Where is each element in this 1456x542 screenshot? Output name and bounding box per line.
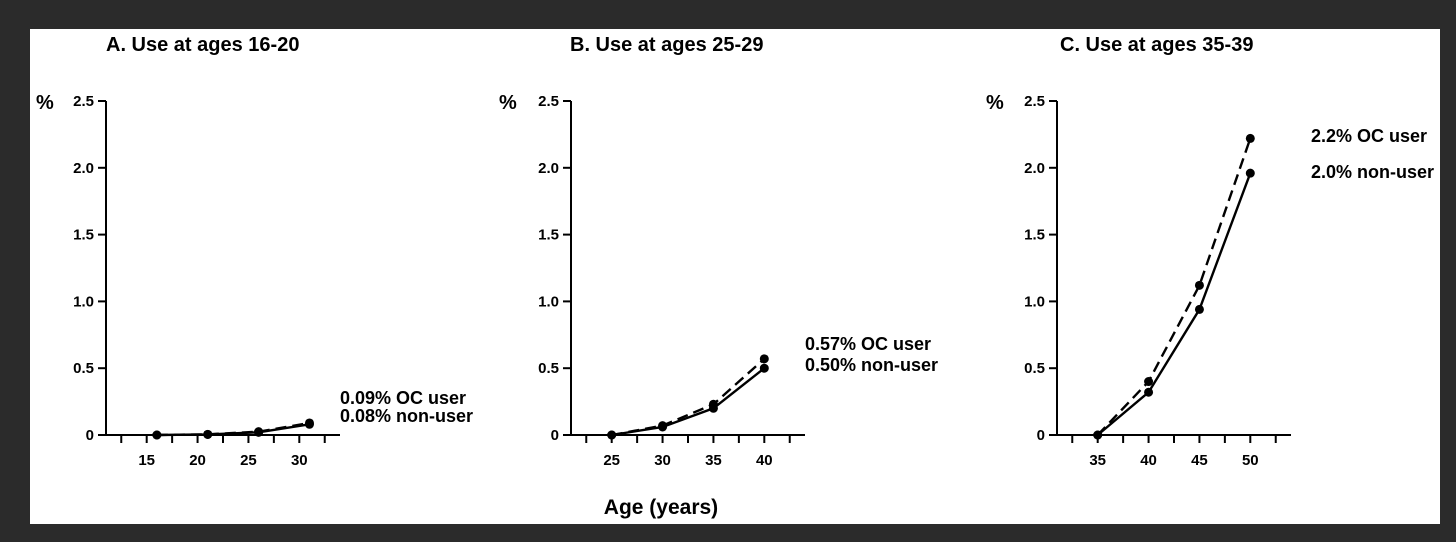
y-tick-label: 1.5: [1024, 227, 1045, 244]
chart-panel-c: C. Use at ages 35-39% 0 0.5 1.0 1.5 2.0 2.5 35 4…: [986, 34, 1434, 469]
x-tick-label: 45: [1191, 452, 1208, 469]
y-tick-label: 0.5: [73, 360, 94, 377]
series-annotation: 2.2% OC user: [1311, 126, 1427, 146]
x-tick-label: 35: [705, 452, 722, 469]
y-tick-label: 1.5: [73, 227, 94, 244]
series-annotation: 0.09% OC user: [340, 388, 466, 408]
series-annotation: 2.0% non-user: [1311, 162, 1434, 182]
oc-user-line: [1096, 138, 1252, 436]
y-unit-label: %: [499, 92, 517, 114]
figure-canvas: A. Use at ages 16-20% 0 0.5 1.0 1.5 2.0 2.5 15 2…: [30, 29, 1440, 524]
non-user-point: [607, 430, 617, 440]
non-user-point: [1093, 430, 1103, 440]
y-tick-label: 0.5: [538, 360, 559, 377]
x-tick-label: 40: [756, 452, 773, 469]
chart-panel-b: B. Use at ages 25-29% 0 0.5 1.0 1.5 2.0 2.5 25 3…: [499, 34, 938, 469]
non-user-point: [759, 363, 769, 373]
panel-title: B. Use at ages 25-29: [570, 34, 763, 56]
oc-user-point: [1144, 377, 1154, 387]
non-user-point: [203, 429, 213, 439]
y-unit-label: %: [986, 92, 1004, 114]
non-user-point: [1194, 304, 1204, 314]
series-annotation: 0.08% non-user: [340, 406, 473, 426]
y-tick-label: 2.0: [1024, 160, 1045, 177]
x-tick-label: 25: [603, 452, 620, 469]
panel-title: C. Use at ages 35-39: [1060, 34, 1253, 56]
y-tick-label: 0: [1037, 427, 1045, 444]
y-tick-label: 2.0: [538, 160, 559, 177]
x-tick-label: 35: [1089, 452, 1106, 469]
y-tick-label: 0.5: [1024, 360, 1045, 377]
non-user-point: [254, 427, 264, 437]
y-tick-label: 0: [86, 427, 94, 444]
oc-user-point: [1194, 280, 1204, 290]
non-user-line: [611, 367, 766, 437]
series-annotation: 0.57% OC user: [805, 334, 931, 354]
oc-user-line: [611, 357, 766, 437]
x-tick-label: 15: [138, 452, 155, 469]
non-user-point: [1245, 168, 1255, 178]
panel-title: A. Use at ages 16-20: [106, 34, 299, 56]
y-tick-label: 1.0: [1024, 293, 1045, 310]
non-user-point: [152, 430, 162, 440]
oc-user-point: [759, 354, 769, 364]
x-tick-label: 30: [291, 452, 308, 469]
non-user-point: [304, 419, 314, 429]
non-user-point: [1144, 387, 1154, 397]
chart-panel-a: A. Use at ages 16-20% 0 0.5 1.0 1.5 2.0 2.5 15 2…: [36, 34, 473, 469]
x-tick-label: 40: [1140, 452, 1157, 469]
y-tick-label: 0: [551, 427, 559, 444]
non-user-point: [658, 422, 668, 432]
y-tick-label: 2.5: [538, 93, 559, 110]
y-tick-label: 2.0: [73, 160, 94, 177]
y-unit-label: %: [36, 92, 54, 114]
y-tick-label: 2.5: [73, 93, 94, 110]
oc-user-point: [1245, 133, 1255, 143]
non-user-line: [1096, 172, 1252, 436]
x-tick-label: 25: [240, 452, 257, 469]
x-tick-label: 50: [1242, 452, 1259, 469]
non-user-point: [708, 403, 718, 413]
y-tick-label: 1.0: [73, 293, 94, 310]
non-user-line: [156, 423, 310, 437]
x-axis-title: Age (years): [604, 496, 718, 519]
series-annotation: 0.50% non-user: [805, 355, 938, 375]
x-tick-label: 30: [654, 452, 671, 469]
x-tick-label: 20: [189, 452, 206, 469]
y-tick-label: 1.0: [538, 293, 559, 310]
y-tick-label: 1.5: [538, 227, 559, 244]
y-tick-label: 2.5: [1024, 93, 1045, 110]
figure-svg: A. Use at ages 16-20% 0 0.5 1.0 1.5 2.0 2.5 15 2…: [36, 34, 1434, 519]
